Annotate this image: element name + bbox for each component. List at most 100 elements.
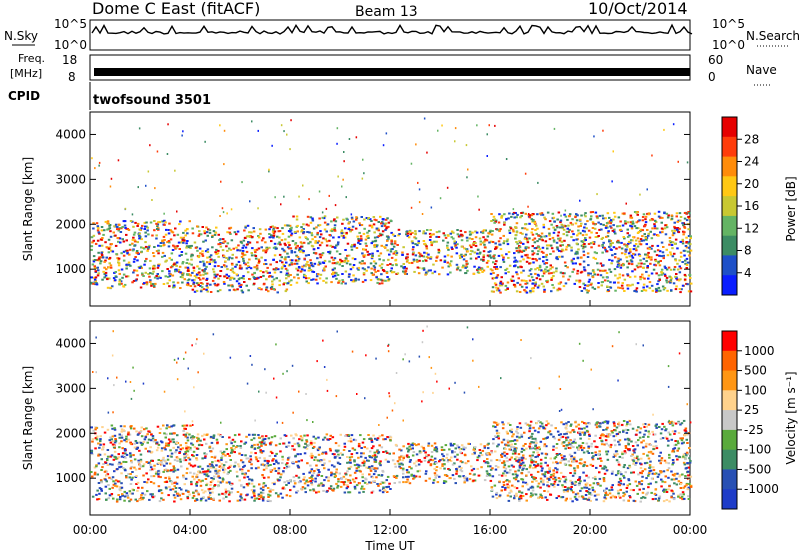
velocity-cell [480, 454, 484, 457]
velocity-sparse-cell [364, 397, 366, 400]
velocity-sparse-cell [463, 391, 466, 394]
power-cell [487, 250, 490, 253]
power-cell [688, 274, 692, 277]
velocity-cell [489, 479, 493, 482]
velocity-cell [137, 459, 140, 462]
power-cell [157, 249, 160, 252]
power-cell [585, 233, 588, 236]
power-cell [370, 267, 373, 270]
power-cell [116, 226, 119, 228]
power-cell [610, 219, 613, 222]
power-cell [424, 243, 427, 246]
velocity-sparse-cell [246, 382, 249, 385]
velocity-cell [485, 475, 489, 477]
velocity-cell [216, 441, 219, 444]
power-sparse-cell [646, 188, 648, 191]
velocity-sparse-cell [356, 393, 358, 395]
velocity-cell [120, 472, 123, 475]
velocity-cell [250, 463, 253, 466]
power-cell [307, 263, 310, 266]
power-cell [211, 279, 215, 282]
power-cell [251, 247, 254, 250]
velocity-cell [173, 485, 176, 488]
velocity-cell [139, 430, 142, 433]
power-cell [568, 244, 571, 247]
power-cell [103, 229, 106, 232]
velocity-cell [133, 446, 137, 449]
velocity-cell [190, 483, 193, 486]
power-cell [545, 266, 549, 269]
power-cell [600, 284, 603, 287]
velocity-cell [192, 450, 196, 453]
velocity-cell [320, 482, 323, 485]
velocity-cell [406, 478, 409, 481]
velocity-cell [120, 434, 123, 437]
power-cell [540, 232, 544, 235]
velocity-cell [191, 435, 194, 438]
velocity-cell [173, 469, 177, 472]
velocity-cell [449, 442, 453, 445]
power-cell [179, 276, 183, 278]
power-cell [133, 244, 136, 247]
power-cell [681, 261, 684, 263]
power-cell [653, 227, 657, 230]
power-cell [630, 254, 633, 257]
power-cell [519, 283, 522, 286]
velocity-cell [616, 453, 619, 455]
power-cell [96, 239, 100, 242]
power-cell [610, 262, 613, 265]
power-cell [676, 268, 680, 271]
velocity-cell [379, 483, 382, 485]
velocity-cell [670, 438, 673, 441]
power-cell [256, 241, 259, 244]
power-cell [138, 228, 141, 231]
power-cell [584, 245, 587, 248]
power-cell [664, 224, 667, 227]
power-cell [302, 276, 306, 279]
power-cell [406, 232, 410, 235]
power-cell [682, 249, 686, 252]
power-cell [327, 251, 330, 253]
velocity-cell [112, 458, 116, 461]
power-cell [642, 283, 646, 286]
velocity-cell [313, 470, 316, 472]
velocity-cell [307, 480, 310, 483]
power-sparse-cell [686, 161, 689, 164]
power-cell [489, 250, 492, 253]
power-cell [650, 247, 653, 250]
velocity-cell [275, 461, 278, 464]
velocity-cell [253, 447, 257, 450]
power-cell [473, 251, 477, 254]
velocity-cell [279, 437, 282, 440]
power-cell [513, 256, 516, 259]
power-cell [663, 227, 667, 230]
power-cell [454, 244, 457, 247]
power-cell [265, 286, 269, 289]
power-cell [353, 279, 356, 282]
power-sparse-cell [336, 127, 339, 130]
power-cell [370, 220, 373, 222]
power-cell [481, 271, 484, 273]
power-cell [494, 219, 498, 222]
power-colorbar-tick-label: 20 [744, 177, 759, 191]
velocity-cell [230, 487, 234, 490]
power-cell [518, 245, 521, 248]
power-cell [354, 279, 357, 282]
power-cell [206, 248, 210, 251]
power-cell [499, 237, 502, 240]
power-cell [388, 253, 391, 256]
freq-label: Freq. [18, 52, 45, 65]
power-cell [630, 227, 634, 230]
velocity-cell [114, 456, 117, 459]
power-cell [148, 275, 151, 278]
velocity-cell [131, 476, 134, 479]
power-cell [253, 277, 256, 280]
power-cell [566, 227, 569, 230]
power-cell [325, 244, 329, 247]
power-cell [491, 241, 495, 243]
power-cell [363, 254, 367, 257]
power-cell [584, 223, 587, 226]
power-cell [391, 248, 394, 250]
velocity-cell [375, 450, 379, 453]
power-cell [528, 257, 531, 260]
